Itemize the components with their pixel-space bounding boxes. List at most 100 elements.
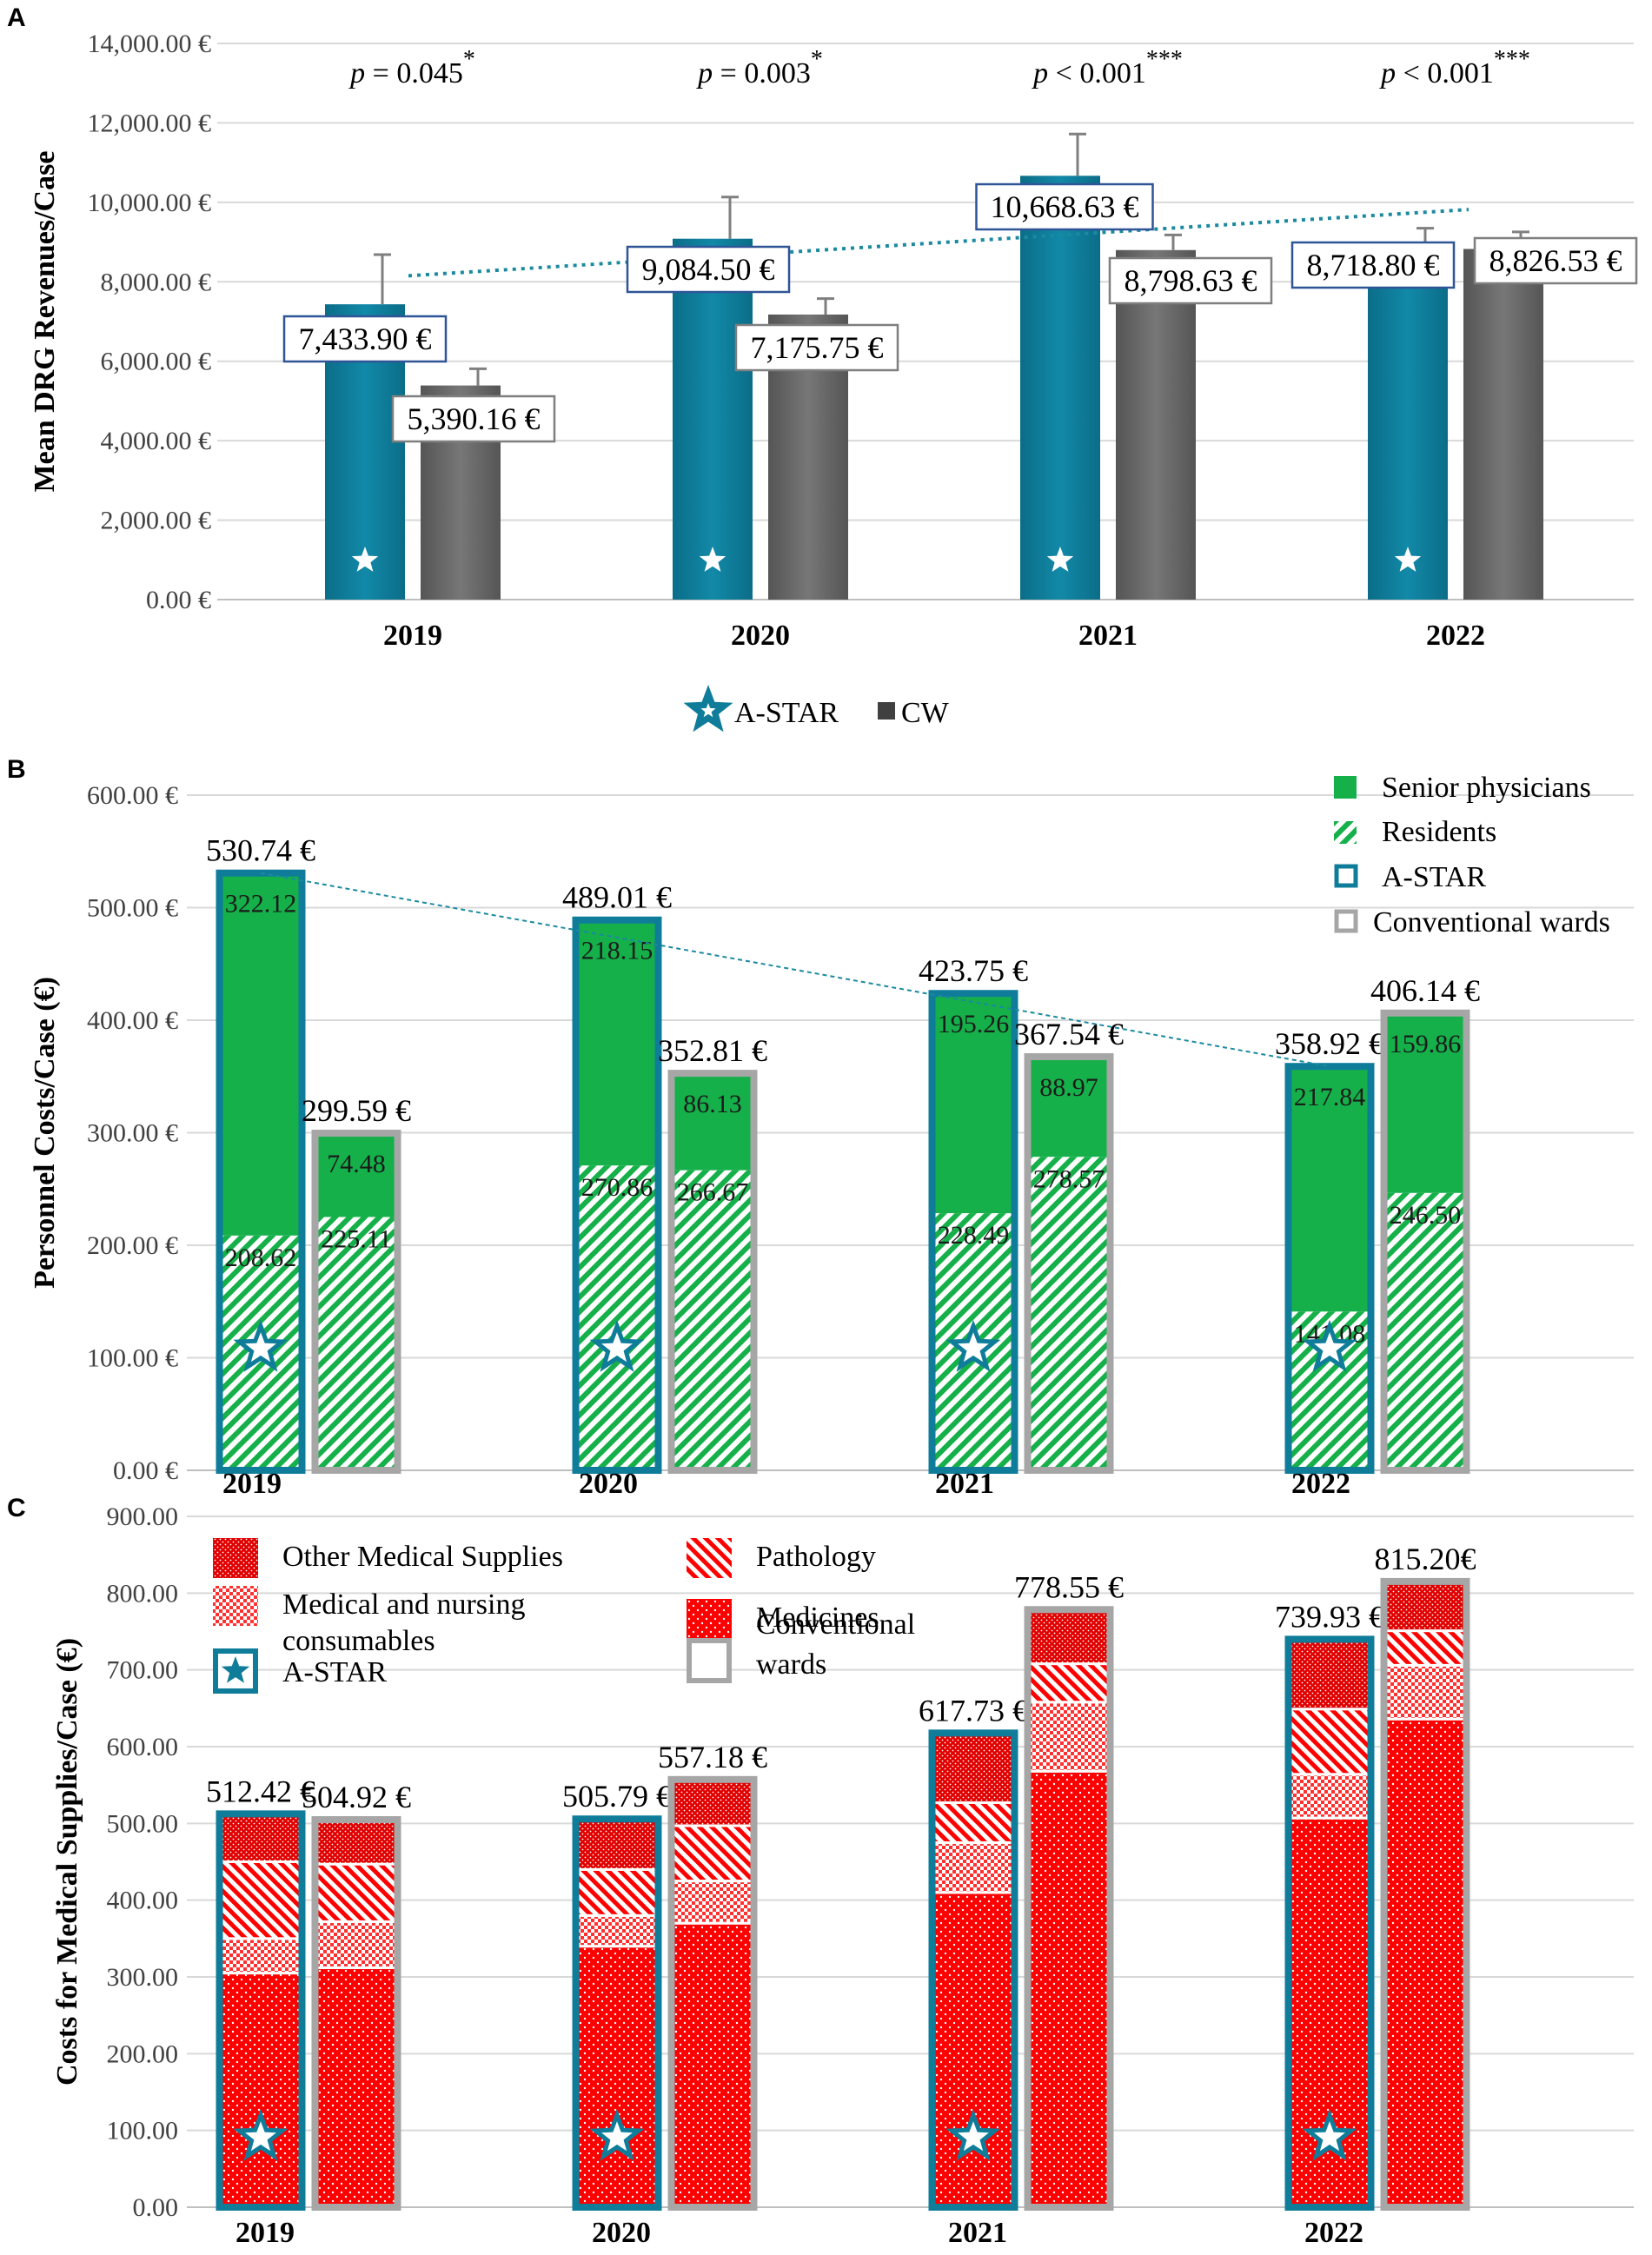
astar-value-box bbox=[626, 245, 791, 294]
residents-value-label: 278.57 bbox=[1033, 1164, 1105, 1193]
residents-segment bbox=[1027, 1157, 1111, 1470]
panel-a-tick-label: 10,000.00 € bbox=[88, 189, 212, 217]
residents-segment bbox=[671, 1170, 754, 1470]
panel-c-y-axis-title: Costs for Medical Supplies/Case (€) bbox=[51, 1638, 83, 2086]
total-value-label: 489.01 € bbox=[562, 880, 672, 915]
panel-a-tick-label: 6,000.00 € bbox=[101, 348, 212, 376]
senior-physicians-segment bbox=[219, 872, 302, 1236]
panel-b-y-axis-title: Personnel Costs/Case (€) bbox=[29, 977, 61, 1289]
total-value-label: 505.79 € bbox=[562, 1779, 672, 1814]
panel-a-chart: A 0.00 € 2,000.00 € 4,000.00 € 6,000.00 € 8,0… bbox=[7, 3, 1638, 733]
legend-medicines-swatch bbox=[687, 1599, 732, 1639]
residents-segment bbox=[1383, 1192, 1467, 1470]
legend-residents-label: Residents bbox=[1382, 816, 1496, 848]
panel-c-tick-label: 600.00 bbox=[107, 1733, 179, 1761]
pathology-segment bbox=[314, 1862, 399, 1923]
legend-senior-label: Senior physicians bbox=[1382, 772, 1591, 804]
p-value-label: p = 0.003* bbox=[696, 46, 823, 90]
residents-value-label: 246.50 bbox=[1390, 1201, 1462, 1230]
legend-cw-label: Conventional wards bbox=[1373, 906, 1610, 938]
total-value-label: 423.75 € bbox=[919, 953, 1028, 988]
panel-c-tick-label: 400.00 bbox=[107, 1887, 179, 1915]
senior-physicians-segment bbox=[1027, 1057, 1111, 1157]
p-value-label: p < 0.001*** bbox=[1379, 46, 1530, 90]
panel-c-tick-label: 500.00 bbox=[107, 1809, 179, 1838]
cw-bar bbox=[1463, 249, 1543, 600]
senior-physicians-segment bbox=[315, 1133, 398, 1217]
cw-bar-outline bbox=[1024, 1606, 1114, 2212]
astar-bar-outline bbox=[1284, 1635, 1375, 2211]
panel-b-letter: B bbox=[7, 755, 26, 784]
panel-c-tick-label: 0.00 bbox=[133, 2193, 179, 2222]
legend-astar-icon bbox=[221, 1656, 250, 1683]
medicines-segment bbox=[314, 1966, 399, 2209]
panel-b-tick-label: 100.00 € bbox=[87, 1344, 178, 1373]
senior-physicians-segment bbox=[671, 1073, 754, 1171]
astar-trendline bbox=[260, 872, 1330, 1068]
astar-star-icon bbox=[699, 547, 726, 572]
cw-bar bbox=[1116, 249, 1196, 600]
medicines-segment bbox=[574, 1945, 660, 2209]
panel-a-letter: A bbox=[7, 3, 26, 32]
residents-value-label: 266.67 bbox=[677, 1178, 749, 1207]
panel-c-tick-label: 300.00 bbox=[107, 1963, 179, 1992]
cw-value-box bbox=[1108, 256, 1273, 305]
senior-physicians-segment bbox=[932, 993, 1015, 1214]
total-value-label: 352.81 € bbox=[658, 1033, 767, 1068]
astar-value-label: 10,668.63 € bbox=[991, 189, 1139, 224]
cw-value-label: 8,826.53 € bbox=[1489, 243, 1622, 278]
astar-star-icon bbox=[1394, 547, 1422, 572]
residents-value-label: 270.86 bbox=[581, 1173, 654, 1202]
total-value-label: 617.73 € bbox=[919, 1693, 1028, 1728]
panel-a-tick-label: 14,000.00 € bbox=[88, 30, 212, 58]
pathology-segment bbox=[931, 1801, 1016, 1844]
panel-c-tick-label: 100.00 bbox=[107, 2117, 179, 2146]
legend-astar-label: A-STAR bbox=[282, 1656, 387, 1688]
legend-cw-swatch bbox=[1334, 909, 1358, 933]
senior-value-label: 322.12 bbox=[225, 890, 297, 919]
x-tick-label: 2022 bbox=[1291, 1468, 1350, 1500]
other-supplies-segment bbox=[931, 1731, 1016, 1804]
astar-bar-outline bbox=[928, 990, 1018, 1474]
x-tick-label: 2020 bbox=[592, 2217, 651, 2249]
total-value-label: 367.54 € bbox=[1014, 1017, 1124, 1051]
cw-value-box bbox=[734, 323, 899, 372]
panel-c-tick-label: 200.00 bbox=[107, 2039, 179, 2068]
legend-senior-swatch bbox=[1334, 776, 1357, 799]
panel-c-chart: C 0.00 100.00 200.00 300.00 400.00 500.00 600.0… bbox=[7, 1494, 1634, 2249]
legend-cw-label: wards bbox=[756, 1648, 826, 1681]
other-supplies-segment bbox=[670, 1778, 755, 1827]
legend-astar-swatch bbox=[1334, 864, 1358, 888]
astar-star-icon bbox=[1302, 1319, 1357, 1372]
legend-consumables-label: Medical and nursing bbox=[282, 1588, 526, 1621]
consumables-segment bbox=[314, 1920, 399, 1969]
legend-consumables-swatch bbox=[213, 1586, 258, 1626]
cw-bar-outline bbox=[311, 1815, 401, 2211]
x-tick-label: 2019 bbox=[383, 620, 442, 652]
astar-value-box bbox=[282, 315, 448, 363]
cw-value-box bbox=[1473, 236, 1638, 285]
x-tick-label: 2022 bbox=[1304, 2217, 1363, 2249]
medicines-segment bbox=[218, 1972, 303, 2209]
x-tick-label: 2021 bbox=[935, 1468, 994, 1500]
astar-trendline bbox=[408, 208, 1470, 278]
pathology-segment bbox=[670, 1824, 755, 1883]
consumables-segment bbox=[218, 1937, 303, 1975]
other-supplies-segment bbox=[314, 1818, 399, 1866]
panel-a-tick-label: 8,000.00 € bbox=[101, 268, 212, 296]
pathology-segment bbox=[574, 1867, 660, 1917]
panel-a-tick-label: 4,000.00 € bbox=[101, 427, 212, 455]
senior-value-label: 217.84 bbox=[1294, 1083, 1366, 1111]
senior-physicians-segment bbox=[1288, 1066, 1371, 1312]
panel-b-tick-label: 400.00 € bbox=[87, 1006, 178, 1035]
panel-c-letter: C bbox=[7, 1494, 26, 1522]
legend-cw-label: Conventional bbox=[756, 1608, 915, 1641]
residents-value-label: 208.62 bbox=[225, 1244, 297, 1272]
astar-value-label: 8,718.80 € bbox=[1307, 248, 1440, 282]
senior-physicians-segment bbox=[1383, 1012, 1467, 1193]
medicines-segment bbox=[1383, 1717, 1468, 2209]
astar-bar-outline bbox=[572, 916, 662, 1474]
total-value-label: 504.92 € bbox=[302, 1780, 411, 1814]
total-value-label: 815.20€ bbox=[1375, 1542, 1476, 1576]
astar-bar bbox=[673, 238, 753, 600]
